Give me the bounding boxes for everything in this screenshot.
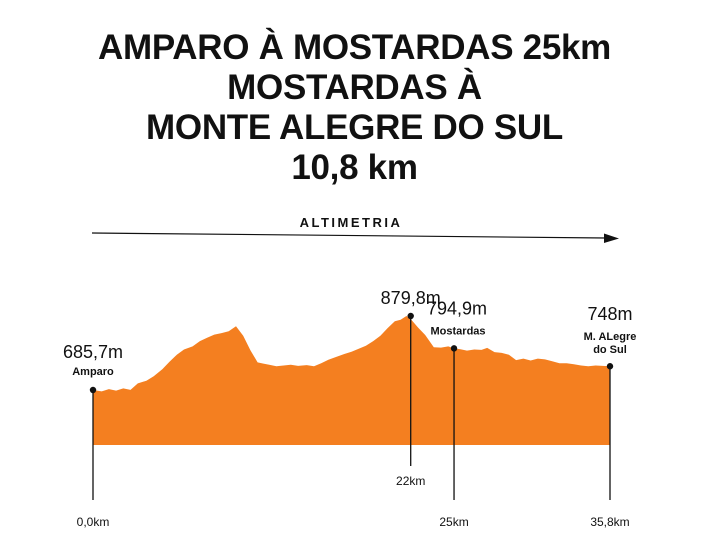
chart-title: ALTIMETRIA (300, 215, 403, 230)
title-line-2: MOSTARDAS À (227, 68, 482, 107)
title-line-4: 10,8 km (291, 148, 418, 187)
place-label-0: Amparo (72, 366, 114, 378)
peak-marker-0 (89, 386, 97, 394)
title-line-1: AMPARO À MOSTARDAS 25km (98, 28, 611, 67)
distance-label-0: 0,0km (77, 515, 110, 529)
peak-marker-2 (450, 345, 458, 352)
elevation-value-2: 794,9m (427, 298, 487, 318)
place-label-2: Mostardas (431, 325, 486, 337)
distance-label-1: 22km (396, 474, 425, 488)
elevation-value-0: 685,7m (63, 342, 123, 362)
distance-label-2: 25km (439, 515, 468, 529)
elevation-area (93, 316, 610, 445)
direction-arrow (91, 232, 619, 243)
elevation-value-3: 748m (587, 304, 632, 324)
peak-marker-1 (407, 312, 414, 320)
distance-label-3: 35,8km (590, 515, 629, 529)
place-label-3-1: do Sul (593, 344, 627, 356)
place-label-3-0: M. ALegre (584, 331, 637, 343)
elevation-value-1: 879,8m (381, 288, 441, 308)
peak-marker-3 (606, 363, 614, 370)
title-line-3: MONTE ALEGRE DO SUL (146, 108, 563, 147)
